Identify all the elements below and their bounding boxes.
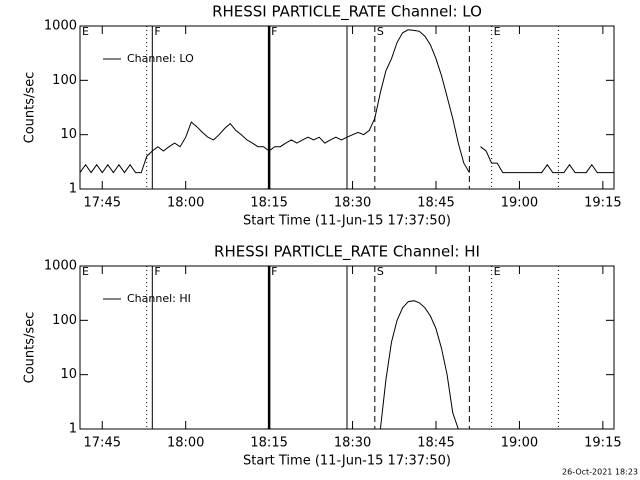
event-label: F: [271, 265, 277, 278]
y-tick-label: 10: [60, 367, 77, 382]
y-axis-label: Counts/sec: [23, 312, 38, 384]
event-label: F: [154, 25, 160, 38]
data-line: [379, 300, 459, 429]
x-tick-label: 18:30: [334, 436, 371, 451]
x-tick-label: 18:00: [167, 436, 204, 451]
x-tick-label: 18:45: [417, 436, 454, 451]
x-tick-label: 17:45: [84, 436, 121, 451]
x-tick-label: 19:15: [584, 436, 621, 451]
x-tick-label: 18:30: [334, 196, 371, 211]
chart-title: RHESSI PARTICLE_RATE Channel: HI: [214, 243, 480, 262]
x-tick-label: 18:00: [167, 196, 204, 211]
event-label: F: [271, 25, 277, 38]
x-tick-label: 19:00: [501, 436, 538, 451]
x-axis-label: Start Time (11-Jun-15 17:37:50): [243, 214, 451, 229]
x-tick-label: 19:00: [501, 196, 538, 211]
y-tick-label: 1: [69, 182, 77, 197]
data-line: [80, 29, 614, 174]
event-label: F: [154, 265, 160, 278]
x-tick-label: 17:45: [84, 196, 121, 211]
event-label: S: [377, 25, 384, 38]
event-label: E: [494, 265, 501, 278]
y-tick-label: 1: [69, 422, 77, 437]
x-tick-label: 19:15: [584, 196, 621, 211]
legend-label: Channel: LO: [127, 52, 194, 65]
x-axis-label: Start Time (11-Jun-15 17:37:50): [243, 454, 451, 469]
chart-title: RHESSI PARTICLE_RATE Channel: LO: [212, 3, 482, 22]
footer: 26-Oct-2021 18:23: [562, 468, 638, 477]
x-tick-label: 18:15: [250, 436, 287, 451]
x-tick-label: 18:45: [417, 196, 454, 211]
event-label: E: [82, 25, 89, 38]
y-tick-label: 10: [60, 127, 77, 142]
event-label: E: [494, 25, 501, 38]
legend-label: Channel: HI: [127, 292, 191, 305]
y-tick-label: 100: [52, 313, 77, 328]
y-tick-label: 100: [52, 73, 77, 88]
event-label: S: [377, 265, 384, 278]
x-tick-label: 18:15: [250, 196, 287, 211]
event-label: E: [82, 265, 89, 278]
y-tick-label: 1000: [44, 259, 77, 274]
y-tick-label: 1000: [44, 19, 77, 34]
y-axis-label: Counts/sec: [23, 72, 38, 144]
